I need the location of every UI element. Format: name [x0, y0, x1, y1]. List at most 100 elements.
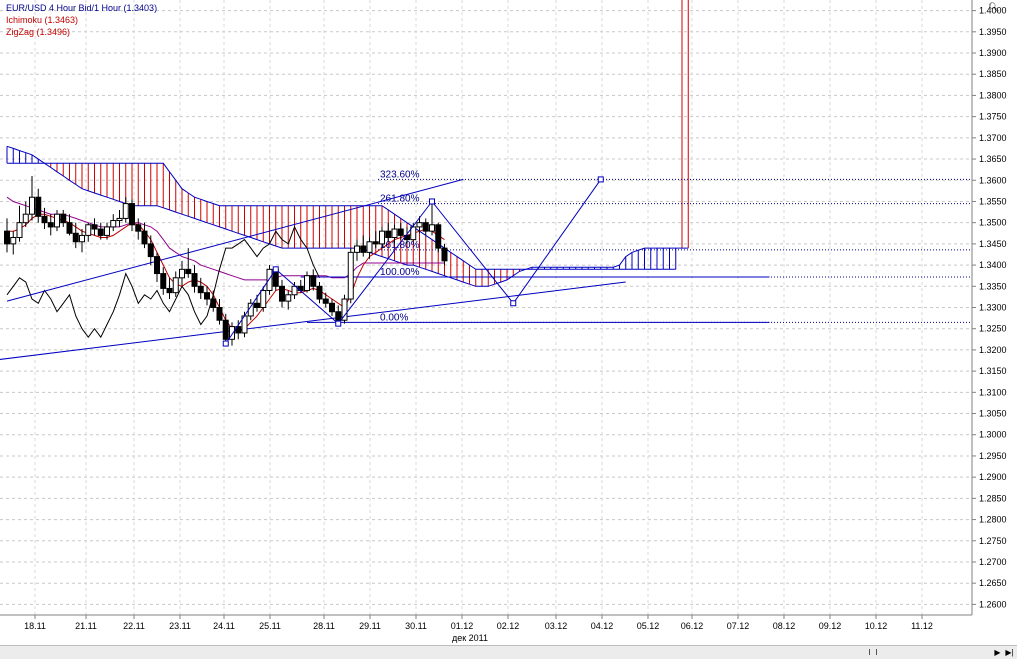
candle-body: [60, 213, 67, 224]
y-tick-label: 1.3700: [979, 133, 1007, 143]
candle-body: [29, 196, 35, 215]
candle-body: [41, 215, 48, 224]
candle-body: [379, 230, 385, 245]
candle-body: [172, 277, 179, 294]
candle-body: [104, 226, 110, 236]
y-tick-label: 1.3300: [979, 303, 1007, 313]
senkou-span-b: [7, 162, 676, 270]
candle-body: [366, 241, 373, 253]
fib-level-label: 0.00%: [380, 312, 408, 323]
y-tick-label: 1.3550: [979, 196, 1007, 206]
candle-body: [216, 307, 223, 321]
x-tick-label: 25.11: [259, 621, 281, 631]
candle-body: [97, 228, 104, 236]
y-tick-label: 1.3150: [979, 366, 1007, 376]
candle-body: [22, 213, 29, 224]
candle-body: [160, 273, 167, 289]
x-tick-label: 24.11: [213, 621, 235, 631]
zigzag-point: [335, 320, 342, 327]
candle-body: [147, 243, 154, 258]
candle-body: [385, 230, 392, 239]
zigzag-point: [272, 266, 279, 273]
x-tick-label: 29.11: [359, 621, 381, 631]
candles: [4, 176, 448, 346]
y-tick-label: 1.3800: [979, 90, 1007, 100]
candle-body: [141, 230, 148, 245]
y-tick-label: 1.3750: [979, 112, 1007, 122]
candlestick-chart: 323.60% 261.80% 161.80% 100.00% 0.00% 1.4000…: [0, 0, 1007, 643]
candle-body: [35, 196, 42, 217]
x-tick-label: 08.12: [773, 621, 796, 631]
trendline: [0, 281, 626, 360]
y-tick-label: 1.2800: [979, 515, 1007, 525]
x-tick-label: 11.12: [911, 621, 933, 631]
grid: [0, 0, 972, 615]
candle-body: [435, 224, 442, 249]
x-tick-label: 18.11: [24, 621, 46, 631]
x-tick-label: 23.11: [169, 621, 191, 631]
tenkan-sen: [7, 213, 445, 332]
ichimoku-cloud: [6, 0, 689, 287]
candle-body: [85, 224, 92, 236]
candle-body: [166, 287, 173, 294]
candle-body: [310, 275, 317, 287]
candle-body: [254, 302, 260, 308]
x-tick-label: 02.12: [497, 621, 520, 631]
candle-body: [54, 213, 60, 228]
zigzag-polyline: [225, 179, 602, 344]
fib-level-label: 323.60%: [380, 169, 420, 180]
fibonacci-levels: 323.60% 261.80% 161.80% 100.00% 0.00%: [378, 169, 972, 323]
candle-body: [410, 226, 417, 241]
scroll-right-icon[interactable]: ▶: [994, 648, 1001, 657]
scroll-end-icon[interactable]: ▶|: [1005, 648, 1014, 657]
scrollbar-grip[interactable]: [869, 649, 877, 655]
candle-body: [372, 241, 379, 245]
magnifier-icon[interactable]: 🔍︎: [988, 2, 1000, 12]
candle-body: [10, 237, 17, 245]
y-tick-label: 1.2850: [979, 493, 1007, 503]
fib-level-label: 100.00%: [380, 267, 420, 278]
candle-body: [322, 298, 329, 304]
y-tick-label: 1.2650: [979, 578, 1007, 588]
candle-body: [129, 203, 135, 226]
chikou-span: [6, 225, 320, 339]
candle-body: [197, 285, 204, 294]
y-tick-label: 1.2700: [979, 557, 1007, 567]
legend-ichimoku: Ichimoku (1.3463): [6, 15, 79, 25]
zigzag-line: [222, 176, 604, 347]
y-tick-label: 1.3450: [979, 239, 1007, 249]
candle-body: [210, 298, 217, 309]
candle-body: [4, 230, 10, 245]
y-tick-label: 1.3500: [979, 218, 1007, 228]
candle-body: [154, 256, 160, 275]
candle-body: [285, 294, 292, 302]
legend-title: EUR/USD 4 Hour Bid/1 Hour (1.3403): [6, 3, 158, 13]
candle-body: [329, 302, 335, 313]
kijun-sen: [6, 196, 445, 281]
candle-body: [422, 222, 429, 232]
y-tick-label: 1.3950: [979, 27, 1007, 37]
y-tick-label: 1.3250: [979, 324, 1007, 334]
horizontal-scrollbar[interactable]: ▶ ▶|: [0, 645, 1017, 659]
candle-body: [341, 298, 348, 321]
candle-body: [229, 326, 235, 340]
candle-body: [347, 251, 354, 300]
x-tick-label: 28.11: [313, 621, 335, 631]
y-tick-label: 1.3050: [979, 409, 1007, 419]
ichimoku-lines: [6, 145, 689, 339]
x-tick-label: 03.12: [545, 621, 568, 631]
zigzag-point: [429, 198, 435, 205]
candle-body: [316, 285, 323, 300]
x-tick-label: 07.12: [727, 621, 750, 631]
trendline: [6, 178, 464, 302]
y-tick-label: 1.3000: [979, 430, 1007, 440]
candle-body: [66, 222, 73, 234]
legend-zigzag: ZigZag (1.3496): [6, 27, 71, 37]
candle-body: [291, 285, 298, 296]
candle-body: [397, 228, 404, 236]
candle-body: [222, 319, 229, 340]
x-tick-label: 21.11: [75, 621, 97, 631]
y-tick-label: 1.3650: [979, 154, 1007, 164]
y-tick-label: 1.3350: [979, 281, 1007, 291]
candle-body: [235, 326, 242, 334]
